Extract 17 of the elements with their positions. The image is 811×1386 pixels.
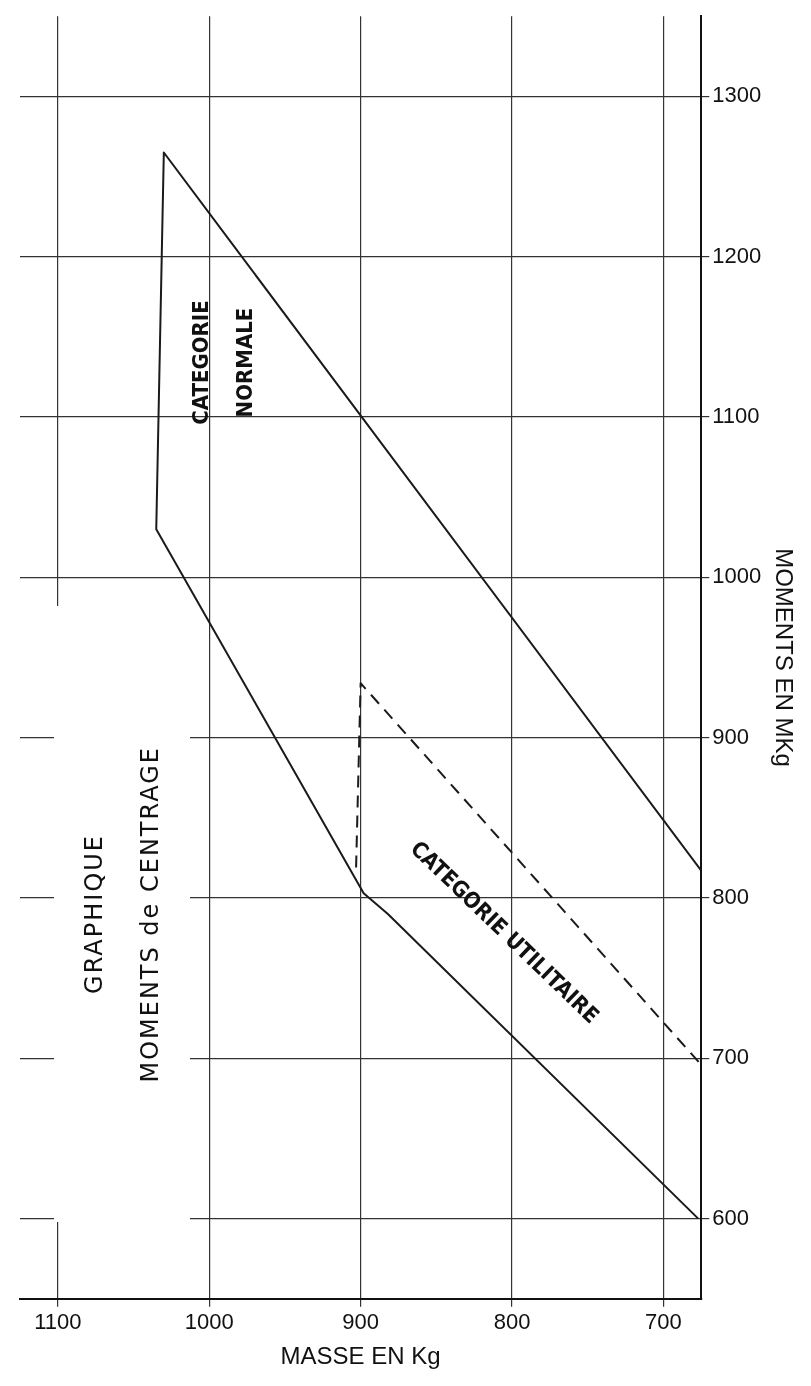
y-tick-label: 1000 xyxy=(712,563,762,589)
y-axis-title: MOMENTS EN MKg xyxy=(770,548,798,767)
x-axis-title: MASSE EN Kg xyxy=(280,1342,441,1370)
title-panel: GRAPHIQUE MOMENTS de CENTRAGE xyxy=(54,606,191,1222)
y-tick-label: 700 xyxy=(712,1044,749,1070)
x-tick-label: 1100 xyxy=(34,1309,82,1335)
y-tick-label: 800 xyxy=(712,884,749,910)
y-tick-label: 600 xyxy=(712,1204,749,1230)
y-tick-label: 1300 xyxy=(712,82,762,108)
x-tick-label: 1000 xyxy=(184,1309,234,1335)
x-tick-label: 900 xyxy=(342,1309,379,1335)
annotation: CATEGORIE NORMALE xyxy=(188,300,258,425)
y-tick-label: 1100 xyxy=(712,403,760,429)
x-tick-label: 700 xyxy=(645,1309,682,1335)
x-tick-label: 800 xyxy=(493,1309,531,1335)
y-tick-label: 1200 xyxy=(712,242,762,268)
y-tick-label: 900 xyxy=(712,723,749,749)
